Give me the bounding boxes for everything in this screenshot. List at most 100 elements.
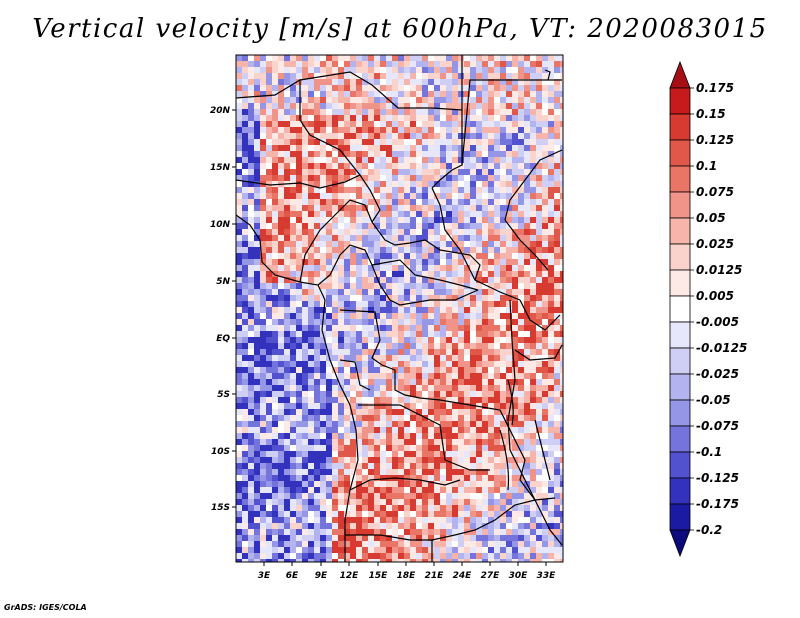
field-cell bbox=[428, 469, 434, 475]
field-cell bbox=[392, 337, 398, 343]
field-cell bbox=[458, 343, 464, 349]
field-cell bbox=[428, 205, 434, 211]
field-cell bbox=[458, 151, 464, 157]
field-cell bbox=[458, 199, 464, 205]
field-cell bbox=[248, 133, 254, 139]
field-cell bbox=[416, 187, 422, 193]
field-cell bbox=[260, 343, 266, 349]
field-cell bbox=[548, 361, 554, 367]
field-cell bbox=[434, 223, 440, 229]
field-cell bbox=[548, 115, 554, 121]
field-cell bbox=[506, 283, 512, 289]
field-cell bbox=[470, 253, 476, 259]
field-cell bbox=[272, 547, 278, 553]
field-cell bbox=[554, 319, 560, 325]
field-cell bbox=[416, 205, 422, 211]
field-cell bbox=[308, 325, 314, 331]
field-cell bbox=[524, 379, 530, 385]
field-cell bbox=[398, 367, 404, 373]
field-cell bbox=[488, 499, 494, 505]
field-cell bbox=[452, 415, 458, 421]
field-cell bbox=[362, 433, 368, 439]
field-cell bbox=[362, 409, 368, 415]
field-cell bbox=[464, 553, 470, 559]
field-cell bbox=[392, 517, 398, 523]
field-cell bbox=[548, 421, 554, 427]
field-cell bbox=[380, 367, 386, 373]
field-cell bbox=[296, 499, 302, 505]
field-cell bbox=[380, 277, 386, 283]
field-cell bbox=[518, 271, 524, 277]
field-cell bbox=[260, 253, 266, 259]
field-cell bbox=[386, 325, 392, 331]
field-cell bbox=[446, 451, 452, 457]
field-cell bbox=[362, 259, 368, 265]
field-cell bbox=[248, 475, 254, 481]
field-cell bbox=[344, 355, 350, 361]
field-cell bbox=[290, 451, 296, 457]
field-cell bbox=[374, 475, 380, 481]
field-cell bbox=[380, 487, 386, 493]
field-cell bbox=[374, 187, 380, 193]
field-cell bbox=[338, 169, 344, 175]
field-cell bbox=[464, 559, 470, 562]
field-cell bbox=[542, 481, 548, 487]
field-cell bbox=[260, 97, 266, 103]
field-cell bbox=[332, 349, 338, 355]
field-cell bbox=[488, 193, 494, 199]
field-cell bbox=[236, 91, 242, 97]
field-cell bbox=[386, 385, 392, 391]
field-cell bbox=[458, 457, 464, 463]
field-cell bbox=[266, 265, 272, 271]
field-cell bbox=[482, 175, 488, 181]
field-cell bbox=[440, 529, 446, 535]
field-cell bbox=[362, 547, 368, 553]
field-cell bbox=[380, 355, 386, 361]
field-cell bbox=[542, 211, 548, 217]
field-cell bbox=[554, 235, 560, 241]
field-cell bbox=[320, 379, 326, 385]
field-cell bbox=[434, 265, 440, 271]
field-cell bbox=[416, 115, 422, 121]
field-cell bbox=[464, 517, 470, 523]
field-cell bbox=[404, 469, 410, 475]
field-cell bbox=[314, 73, 320, 79]
field-cell bbox=[476, 307, 482, 313]
field-cell bbox=[284, 511, 290, 517]
field-cell bbox=[248, 151, 254, 157]
field-cell bbox=[494, 265, 500, 271]
field-cell bbox=[494, 547, 500, 553]
field-cell bbox=[410, 67, 416, 73]
field-cell bbox=[554, 463, 560, 469]
field-cell bbox=[266, 85, 272, 91]
field-cell bbox=[362, 499, 368, 505]
field-cell bbox=[464, 499, 470, 505]
field-cell bbox=[308, 343, 314, 349]
field-cell bbox=[266, 97, 272, 103]
field-cell bbox=[308, 271, 314, 277]
field-cell bbox=[296, 361, 302, 367]
field-cell bbox=[488, 517, 494, 523]
field-cell bbox=[290, 547, 296, 553]
field-cell bbox=[410, 511, 416, 517]
field-cell bbox=[392, 91, 398, 97]
field-cell bbox=[320, 325, 326, 331]
field-cell bbox=[428, 535, 434, 541]
lon-label: 24E bbox=[453, 571, 473, 581]
field-cell bbox=[248, 511, 254, 517]
field-cell bbox=[236, 499, 242, 505]
field-cell bbox=[422, 187, 428, 193]
field-cell bbox=[560, 139, 563, 145]
field-cell bbox=[488, 373, 494, 379]
field-cell bbox=[296, 481, 302, 487]
field-cell bbox=[374, 175, 380, 181]
field-cell bbox=[452, 121, 458, 127]
field-cell bbox=[500, 553, 506, 559]
field-cell bbox=[494, 325, 500, 331]
field-cell bbox=[548, 79, 554, 85]
field-cell bbox=[356, 559, 362, 562]
field-cell bbox=[308, 415, 314, 421]
field-cell bbox=[440, 79, 446, 85]
field-cell bbox=[524, 55, 530, 61]
field-cell bbox=[272, 505, 278, 511]
